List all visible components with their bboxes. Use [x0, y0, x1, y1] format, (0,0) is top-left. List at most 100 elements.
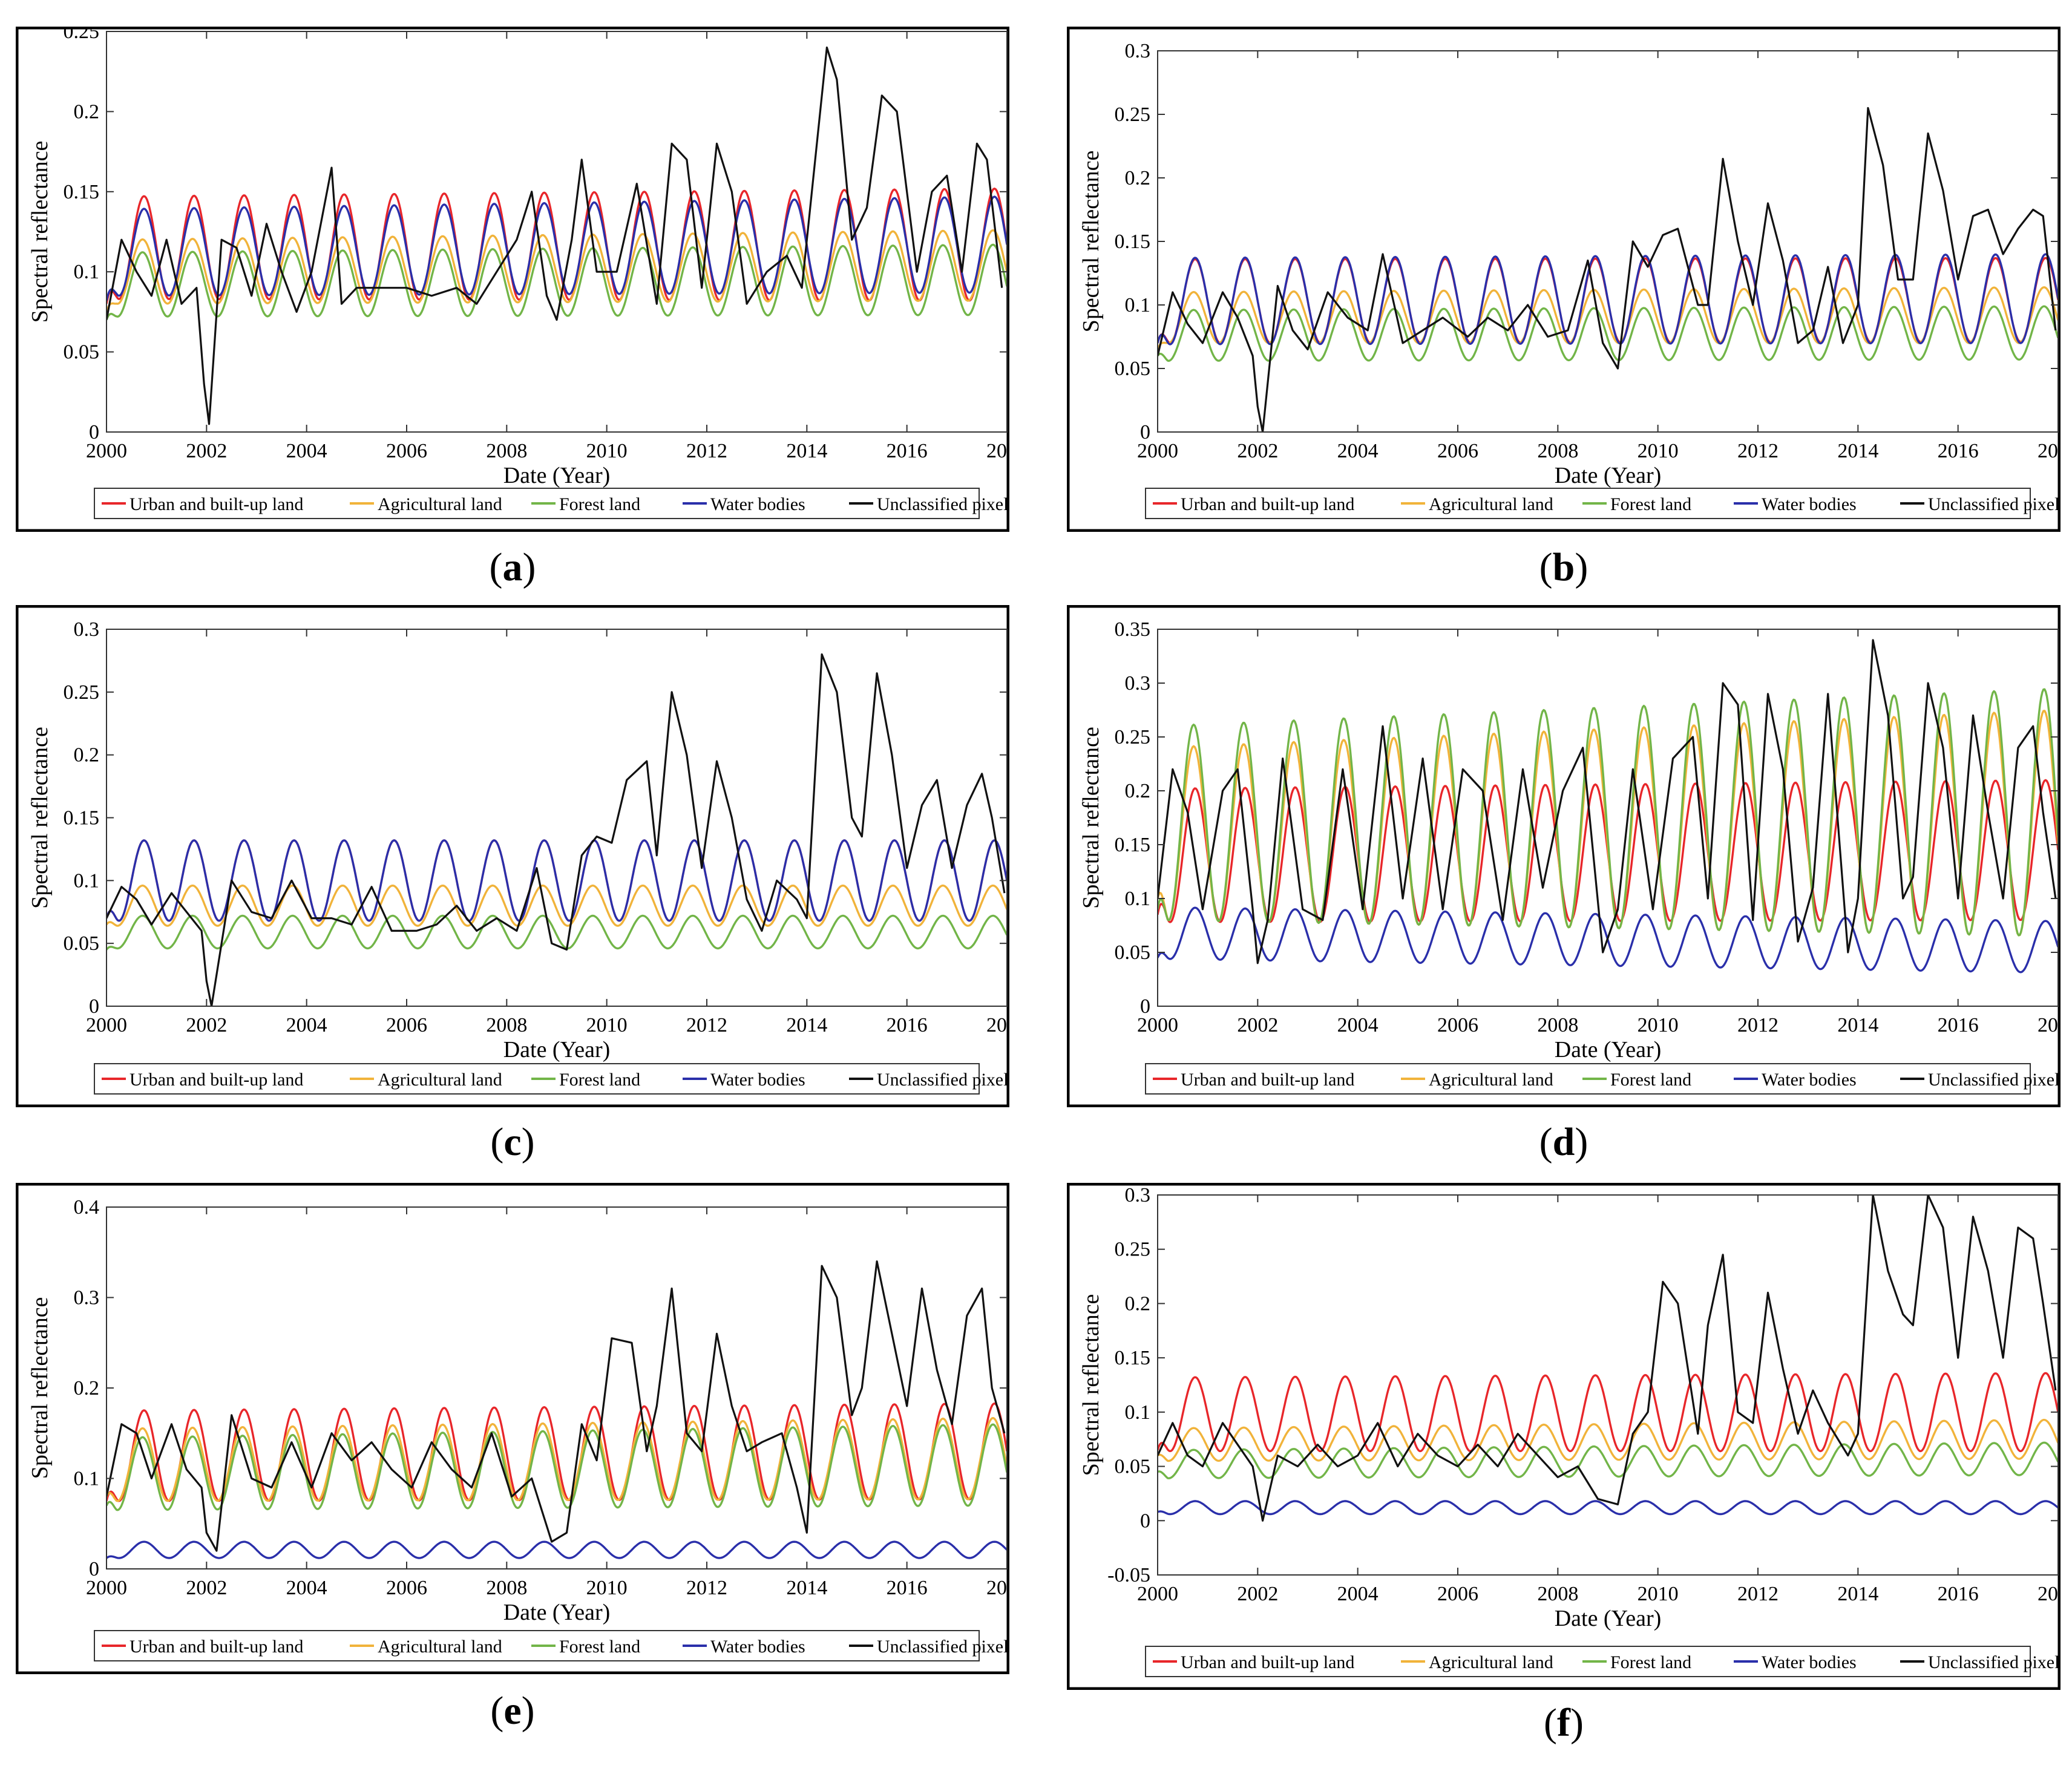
- x-axis-label: Date (Year): [1555, 1606, 1662, 1631]
- x-tick-label: 2008: [486, 440, 527, 462]
- x-tick-label: 2006: [1437, 440, 1478, 462]
- legend-label: Agricultural land: [1429, 1652, 1553, 1672]
- caption-close: ): [521, 1689, 535, 1733]
- x-axis-label: Date (Year): [503, 1600, 611, 1625]
- y-tick-label: 0.3: [1125, 672, 1151, 695]
- x-tick-label: 2002: [186, 1577, 227, 1599]
- x-tick-label: 2014: [1837, 1014, 1878, 1036]
- legend-label: Urban and built-up land: [1181, 1652, 1354, 1672]
- series-agricultural-land: [107, 884, 1007, 927]
- y-tick-label: 0.35: [1115, 618, 1151, 641]
- y-tick-label: -0.05: [1107, 1564, 1150, 1586]
- legend-label: Urban and built-up land: [130, 1637, 303, 1657]
- caption-close: ): [1575, 1120, 1588, 1164]
- series-agricultural-land: [107, 229, 1007, 312]
- y-tick-label: 0.25: [1115, 726, 1151, 748]
- x-tick-label: 2012: [1737, 1583, 1779, 1605]
- axes-box: [1157, 629, 2059, 1007]
- x-tick-label: 2018: [986, 1577, 1009, 1599]
- series-urban-and-built-up-land: [1158, 1372, 2058, 1453]
- legend-label: Urban and built-up land: [1181, 1070, 1354, 1090]
- y-tick-label: 0.4: [74, 1196, 100, 1219]
- x-tick-label: 2004: [286, 1014, 327, 1036]
- series-unclassified-pixel: [1158, 106, 2057, 432]
- x-tick-label: 2016: [887, 1014, 928, 1036]
- y-tick-label: 0.1: [1125, 294, 1151, 316]
- panel-frame: [1067, 27, 2061, 532]
- x-tick-label: 2012: [1737, 1014, 1779, 1036]
- x-tick-label: 2008: [1537, 1583, 1578, 1605]
- y-axis-label: Spectral reflectance: [1078, 727, 1104, 909]
- caption-close: ): [1570, 1701, 1584, 1745]
- chart-panel-f: 2000 2002 2004 2006 2008 2010 2012 2014 2016 2018…: [1067, 1183, 2061, 1690]
- axes-box: [106, 31, 1008, 433]
- panel-frame: [16, 605, 1009, 1107]
- x-tick-label: 2002: [1237, 440, 1278, 462]
- x-tick-label: 2014: [786, 1577, 827, 1599]
- y-tick-label: 0.15: [64, 807, 100, 830]
- y-tick-label: 0.25: [1115, 1239, 1151, 1261]
- series-water-bodies: [107, 195, 1007, 301]
- chart-panel-d: 2000 2002 2004 2006 2008 2010 2012 2014 2016 2018…: [1067, 605, 2061, 1107]
- chart-svg-b: 2000 2002 2004 2006 2008 2010 2012 2014 2016 2018…: [1067, 27, 2061, 532]
- series-agricultural-land: [1158, 286, 2058, 350]
- y-tick-label: 0.05: [64, 932, 100, 955]
- caption-close: ): [1575, 545, 1588, 589]
- panel-caption: (d): [1049, 1119, 2072, 1165]
- x-tick-label: 2004: [1337, 440, 1379, 462]
- x-tick-label: 2016: [887, 1577, 928, 1599]
- legend-label: Unclassified pixel: [877, 494, 1008, 514]
- plot-area: [1158, 1195, 2058, 1522]
- series-agricultural-land: [107, 1417, 1007, 1502]
- series-water-bodies: [1158, 253, 2058, 345]
- chart-panel-e: 2000 2002 2004 2006 2008 2010 2012 2014 2016 2018…: [16, 1183, 1009, 1674]
- x-tick-label: 2006: [1437, 1583, 1478, 1605]
- legend-label: Urban and built-up land: [130, 1070, 303, 1090]
- y-tick-label: 0.3: [1125, 1184, 1151, 1206]
- x-tick-label: 2008: [1537, 1014, 1578, 1036]
- y-tick-label: 0: [89, 1558, 99, 1580]
- x-tick-label: 2000: [86, 1577, 127, 1599]
- x-tick-label: 2014: [786, 440, 827, 462]
- x-tick-label: 2002: [1237, 1014, 1278, 1036]
- caption-open: (: [1539, 545, 1553, 589]
- plot-area: [1158, 106, 2058, 432]
- series-unclassified-pixel: [107, 653, 1006, 1006]
- legend-label: Forest land: [1610, 1652, 1691, 1672]
- y-tick-label: 0.15: [1115, 1347, 1151, 1369]
- chart-panel-b: 2000 2002 2004 2006 2008 2010 2012 2014 2016 2018…: [1067, 27, 2061, 532]
- y-tick-label: 0.15: [1115, 834, 1151, 856]
- legend-label: Unclassified pixel: [877, 1070, 1008, 1090]
- series-unclassified-pixel: [1158, 1195, 2057, 1522]
- legend-label: Unclassified pixel: [1928, 1070, 2059, 1090]
- panel-caption: (c): [0, 1119, 1027, 1165]
- chart-svg-c: 2000 2002 2004 2006 2008 2010 2012 2014 2016 2018…: [16, 605, 1009, 1107]
- y-tick-label: 0.05: [1115, 1456, 1151, 1478]
- legend-label: Urban and built-up land: [130, 494, 303, 514]
- panel-caption: (f): [1049, 1700, 2072, 1746]
- y-tick-label: 0.05: [1115, 941, 1151, 964]
- y-axis-label: Spectral reflectance: [1078, 1294, 1104, 1476]
- series-forest-land: [1158, 688, 2058, 937]
- x-tick-label: 2006: [1437, 1014, 1478, 1036]
- y-tick-label: 0.1: [74, 261, 100, 283]
- y-tick-label: 0: [89, 421, 99, 444]
- x-tick-label: 2018: [2038, 440, 2061, 462]
- y-tick-label: 0: [1140, 421, 1150, 444]
- y-tick-label: 0.1: [74, 869, 100, 892]
- x-tick-label: 2012: [1737, 440, 1779, 462]
- x-tick-label: 2006: [386, 1014, 427, 1036]
- legend-label: Unclassified pixel: [877, 1637, 1008, 1657]
- y-axis-label: Spectral reflectance: [1078, 151, 1104, 333]
- legend-label: Water bodies: [1762, 494, 1857, 514]
- x-tick-label: 2012: [686, 1014, 727, 1036]
- legend-label: Water bodies: [1762, 1652, 1857, 1672]
- x-tick-label: 2006: [386, 440, 427, 462]
- series-forest-land: [107, 243, 1007, 321]
- legend-label: Forest land: [559, 1070, 640, 1090]
- series-water-bodies: [1158, 1500, 2058, 1516]
- caption-close: ): [522, 545, 536, 589]
- y-tick-label: 0.25: [64, 27, 100, 43]
- x-tick-label: 2018: [2038, 1014, 2061, 1036]
- series-urban-and-built-up-land: [107, 1402, 1007, 1502]
